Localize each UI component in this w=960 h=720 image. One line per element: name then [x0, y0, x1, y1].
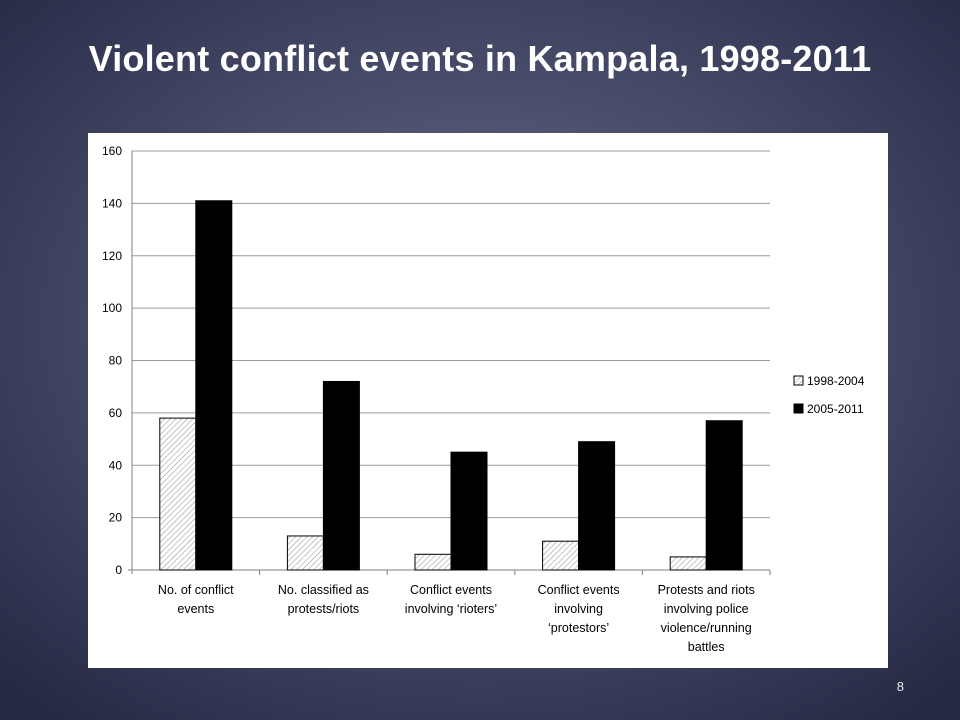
x-category-label: No. of conflict: [158, 583, 234, 597]
legend-label: 2005-2011: [807, 402, 864, 416]
legend-label: 1998-2004: [807, 374, 865, 388]
y-tick-label: 140: [102, 196, 122, 210]
bar-2005-2011: [705, 420, 743, 571]
x-category-label: involving: [554, 602, 603, 616]
chart-panel: 0 20 40 60 80 100 120 140 160 No. of conflict even…: [88, 133, 888, 668]
slide-title: Violent conflict events in Kampala, 1998…: [88, 38, 872, 79]
x-category-label: violence/running: [661, 621, 752, 635]
x-category-label: Conflict events: [410, 583, 492, 597]
bar-2005-2011: [450, 451, 488, 571]
x-category-label: No. classified as: [278, 583, 369, 597]
x-category-label: ‘protestors’: [548, 621, 609, 635]
x-category-label: events: [177, 602, 214, 616]
page-number: 8: [896, 679, 904, 694]
x-category-label: involving ‘rioters’: [405, 602, 497, 616]
bar-1998-2004: [414, 553, 452, 571]
bar-2005-2011: [578, 441, 616, 571]
bar-1998-2004: [286, 535, 324, 571]
bar-1998-2004: [542, 540, 580, 571]
bar-2005-2011: [195, 200, 233, 571]
x-category-label: protests/riots: [288, 602, 360, 616]
y-tick-label: 160: [102, 144, 122, 158]
legend-swatch: [793, 375, 804, 386]
x-category-label: Conflict events: [538, 583, 620, 597]
y-tick-label: 120: [102, 249, 122, 263]
y-tick-label: 60: [109, 406, 123, 420]
y-tick-label: 100: [102, 301, 122, 315]
bar-1998-2004: [159, 417, 197, 571]
bar-chart: 0 20 40 60 80 100 120 140 160 No. of conflict even…: [102, 144, 865, 654]
x-category-label: involving police: [664, 602, 749, 616]
y-tick-label: 0: [115, 563, 122, 577]
bar-2005-2011: [322, 380, 360, 571]
y-tick-label: 80: [109, 354, 123, 368]
y-tick-label: 20: [109, 511, 123, 525]
x-category-label: battles: [688, 640, 725, 654]
x-category-label: Protests and riots: [658, 583, 755, 597]
y-tick-label: 40: [109, 458, 123, 472]
bar-1998-2004: [669, 556, 707, 571]
legend-swatch: [793, 403, 804, 414]
